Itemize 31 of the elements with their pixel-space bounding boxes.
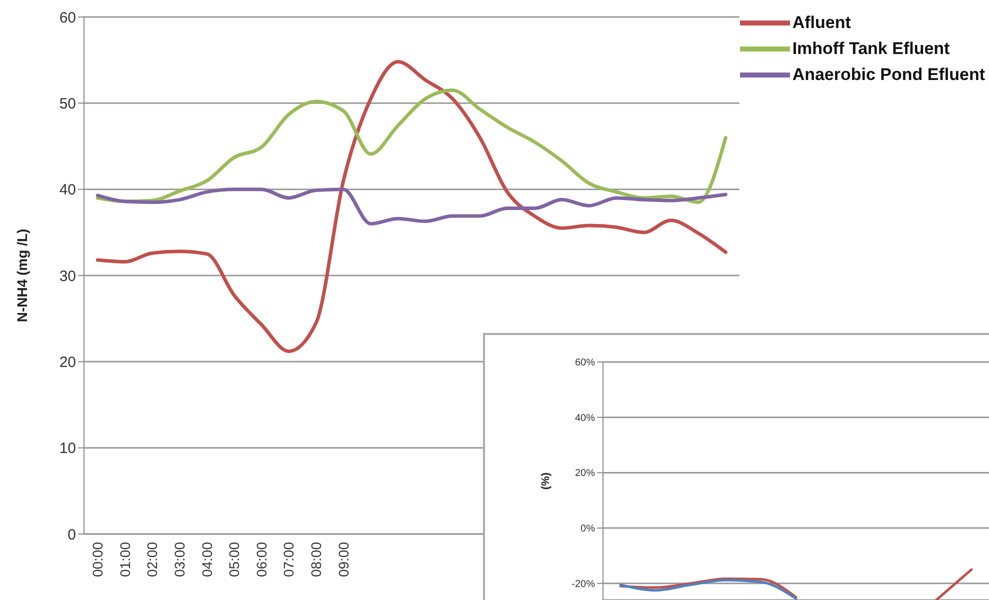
line-series [96,60,728,354]
y-tick-label: 20% [574,468,596,480]
y-tick-label: 60 [59,9,76,26]
line-series [96,88,728,204]
y-tick-label: 0% [580,524,596,535]
y-axis-title: N-NH4 (mg /L) [14,228,30,322]
y-tick-label: 40 [59,182,76,199]
y-tick-label: 60% [574,358,596,369]
legend-label: Anaerobic Pond Efluent [792,64,985,86]
y-tick-label: 50 [59,95,76,112]
y-tick-label: 10 [59,440,76,458]
line-series [619,578,798,600]
x-tick-label: 04:00 [198,542,215,578]
x-tick-label: 03:00 [172,542,188,578]
line-series [96,188,728,226]
x-tick-label: 07:00 [280,542,297,578]
x-tick-label: 00:00 [90,542,106,578]
x-tick-label: 09:00 [335,542,352,578]
y-tick-label: 20 [59,354,76,371]
y-tick-label: 30 [59,268,76,285]
legend-label: Afluent [792,12,851,34]
x-tick-label: 08:00 [308,542,324,578]
x-tick-label: 02:00 [144,542,160,578]
y-axis-title: (%) [540,472,552,490]
y-tick-label: 0 [68,526,76,544]
x-tick-label: 06:00 [253,542,270,578]
x-tick-label: 01:00 [116,542,133,578]
x-tick-label: 05:00 [226,542,242,578]
legend-label: Imhoff Tank Efluent [792,38,950,60]
y-tick-label: -20% [572,578,596,590]
y-tick-label: 40% [574,412,596,424]
